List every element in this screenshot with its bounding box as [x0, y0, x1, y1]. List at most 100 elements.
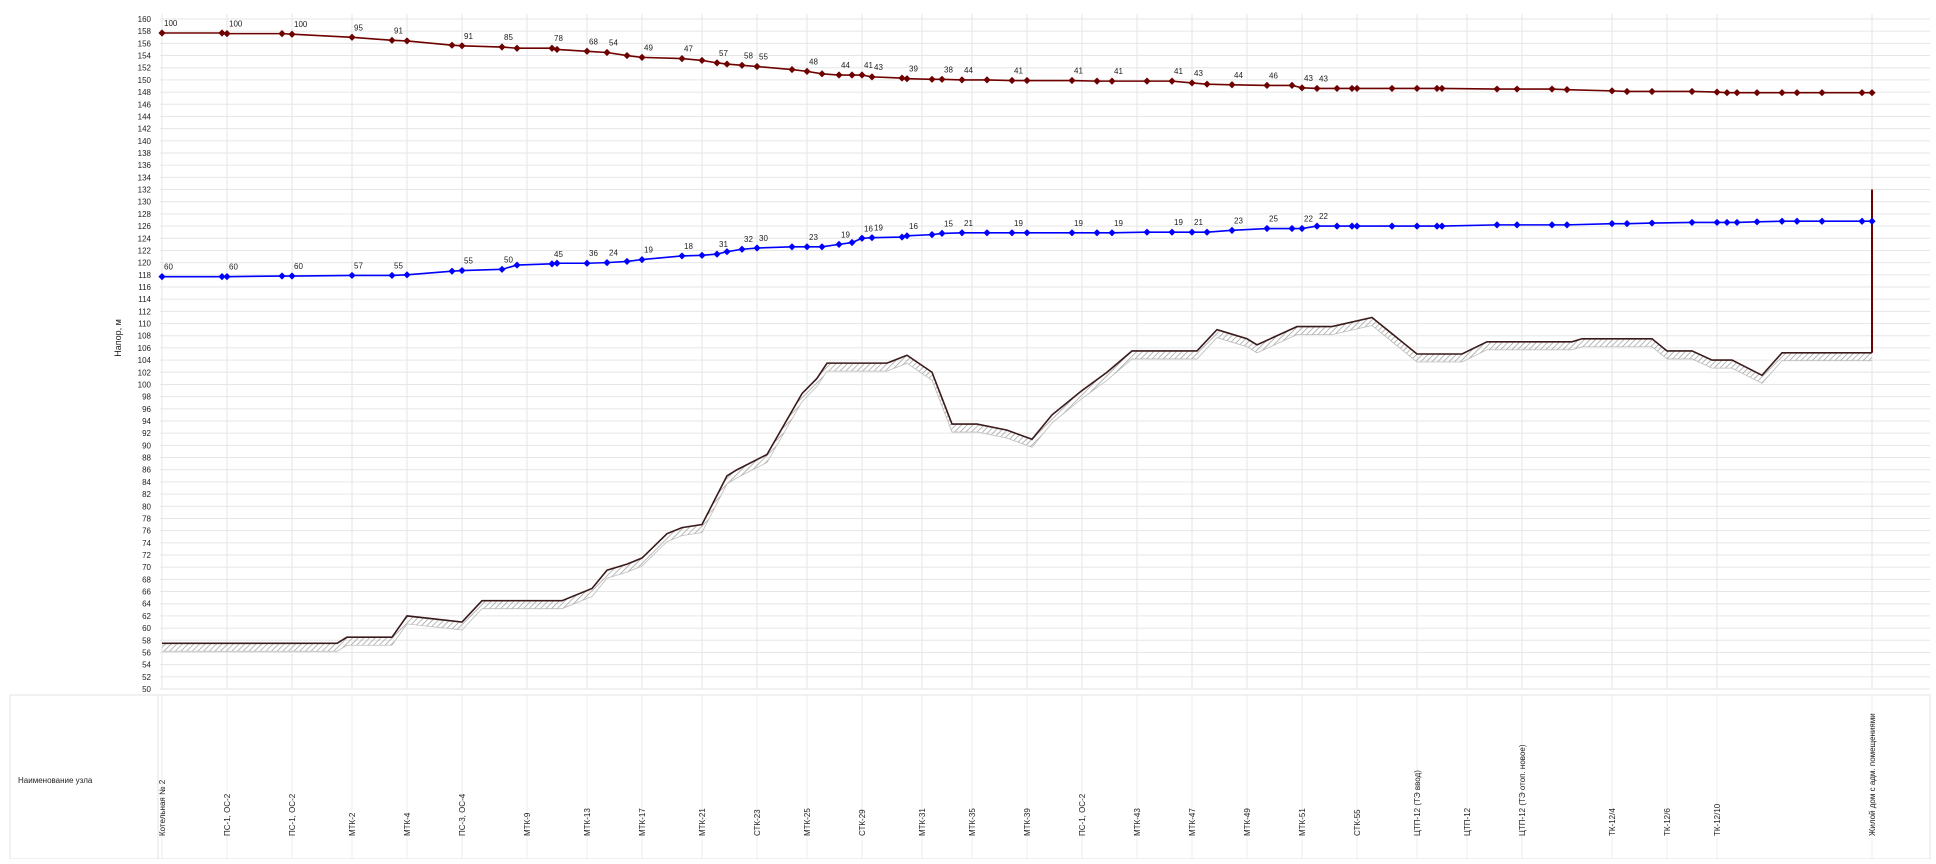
- y-tick-label: 88: [142, 454, 151, 463]
- node-name-label: ТК-12/4: [1608, 808, 1617, 836]
- return-point: [1108, 229, 1116, 237]
- y-tick-label: 112: [138, 307, 151, 316]
- return-data-label: 19: [1174, 218, 1183, 227]
- supply-data-label: 44: [964, 66, 973, 75]
- return-point: [1203, 228, 1211, 236]
- return-point: [1228, 226, 1236, 234]
- return-data-label: 31: [719, 240, 728, 249]
- supply-point: [858, 71, 866, 79]
- supply-data-label: 43: [1304, 74, 1313, 83]
- return-point: [1288, 224, 1296, 233]
- y-tick-label: 52: [142, 673, 151, 682]
- supply-point: [1438, 84, 1446, 93]
- supply-point: [1203, 80, 1211, 88]
- supply-point: [498, 43, 506, 51]
- supply-point: [698, 56, 706, 65]
- return-point: [1188, 228, 1196, 236]
- supply-point: [713, 59, 721, 67]
- node-name-label: Жилой дом с адм. помещениями: [1868, 713, 1877, 836]
- supply-data-label: 48: [809, 57, 818, 66]
- return-data-label: 18: [684, 242, 693, 251]
- return-point: [1433, 222, 1441, 230]
- return-point: [1623, 220, 1631, 228]
- y-tick-label: 130: [138, 198, 152, 207]
- node-name-label: МТК-21: [698, 808, 707, 836]
- return-point: [1353, 222, 1361, 230]
- return-point: [458, 266, 466, 275]
- y-tick-label: 62: [142, 612, 151, 621]
- supply-point: [835, 71, 843, 79]
- supply-point: [1793, 89, 1801, 97]
- supply-point: [1623, 87, 1631, 96]
- node-name-label: МТК-17: [638, 808, 647, 836]
- supply-point: [1168, 77, 1176, 85]
- supply-data-label: 41: [1074, 67, 1083, 76]
- return-point: [1348, 222, 1356, 230]
- node-name-label: МТК-9: [523, 812, 532, 836]
- return-data-label: 30: [759, 234, 768, 243]
- y-tick-label: 138: [138, 149, 152, 158]
- supply-data-label: 68: [589, 37, 598, 46]
- supply-data-label: 39: [909, 65, 918, 74]
- y-tick-label: 134: [138, 173, 152, 182]
- return-point: [1438, 222, 1446, 230]
- return-point: [858, 234, 866, 242]
- node-name-label: МТК-4: [403, 812, 412, 836]
- return-data-label: 15: [944, 219, 953, 228]
- y-tick-label: 160: [138, 15, 152, 24]
- return-point: [288, 272, 296, 280]
- supply-point: [1188, 79, 1196, 87]
- return-point: [1388, 222, 1396, 230]
- y-tick-label: 106: [138, 344, 152, 353]
- return-data-label: 25: [1269, 215, 1278, 224]
- return-data-label: 55: [394, 261, 403, 270]
- return-point: [1778, 217, 1786, 225]
- return-point: [638, 255, 646, 264]
- supply-data-label: 58: [744, 51, 753, 60]
- y-tick-label: 74: [142, 539, 151, 548]
- supply-point: [223, 30, 231, 38]
- supply-data-label: 100: [229, 20, 243, 29]
- supply-data-label: 38: [944, 65, 953, 74]
- return-data-label: 45: [554, 250, 563, 259]
- terrain-series: [162, 189, 1873, 652]
- y-tick-label: 114: [138, 295, 151, 304]
- supply-point: [1753, 89, 1761, 97]
- y-tick-label: 102: [138, 368, 152, 377]
- y-tick-label: 92: [142, 429, 151, 438]
- return-data-label: 19: [874, 224, 883, 233]
- supply-point: [1068, 76, 1076, 85]
- y-tick-label: 90: [142, 441, 151, 450]
- supply-data-label: 41: [1014, 67, 1023, 76]
- return-point: [1858, 217, 1866, 225]
- supply-point: [868, 73, 876, 81]
- supply-point: [1023, 76, 1031, 85]
- supply-point: [738, 61, 746, 69]
- y-tick-label: 142: [138, 125, 152, 134]
- supply-point: [1288, 81, 1296, 89]
- supply-point: [448, 41, 456, 49]
- return-point: [1413, 222, 1421, 230]
- supply-point: [1298, 84, 1306, 92]
- return-data-label: 23: [809, 233, 818, 242]
- return-point: [1333, 222, 1341, 230]
- supply-point: [1108, 77, 1116, 85]
- supply-point: [1353, 84, 1361, 93]
- supply-point: [928, 75, 936, 83]
- return-point: [868, 234, 876, 242]
- supply-point: [638, 53, 646, 61]
- supply-point: [1228, 81, 1236, 89]
- return-point: [1493, 221, 1501, 229]
- return-point: [1313, 222, 1321, 230]
- supply-point: [1388, 84, 1396, 93]
- supply-data-label: 44: [841, 61, 850, 70]
- supply-data-label: 91: [394, 26, 403, 35]
- node-name-label: МТК-25: [803, 808, 812, 836]
- supply-data-label: 44: [1234, 71, 1243, 80]
- supply-data-label: 41: [864, 61, 873, 70]
- y-tick-label: 108: [138, 332, 152, 341]
- node-name-label: СТК-55: [1353, 809, 1362, 836]
- return-data-label: 36: [589, 249, 598, 258]
- supply-point: [1723, 89, 1731, 97]
